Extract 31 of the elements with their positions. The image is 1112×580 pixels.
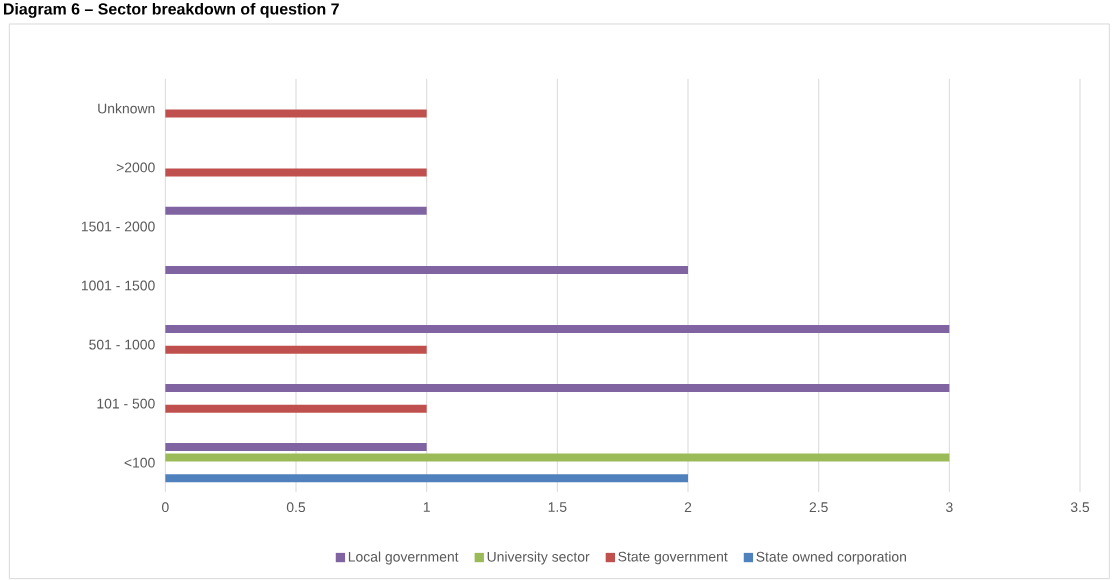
y-tick-label: 101 - 500: [97, 398, 155, 409]
bar: [165, 474, 689, 483]
legend-label: University sector: [487, 551, 590, 565]
bar: [165, 324, 950, 333]
x-tick-label: 3: [945, 502, 953, 513]
legend-label: State owned corporation: [756, 551, 906, 565]
bar: [165, 265, 689, 274]
y-tick-label: 501 - 1000: [89, 339, 155, 350]
x-tick-label: 1.5: [548, 502, 567, 512]
x-tick-label: 0.5: [286, 502, 306, 513]
bar: [165, 404, 427, 413]
y-tick-label: 1501 - 2000: [81, 221, 155, 232]
x-tick-label: 2: [684, 502, 692, 512]
bar: [165, 443, 427, 452]
x-tick-label: 2.5: [809, 502, 828, 513]
y-tick-label: >2000: [116, 162, 155, 173]
x-tick-label: 0: [162, 502, 169, 513]
bar: [165, 168, 427, 177]
chart-title: Diagram 6 – Sector breakdown of question 7: [4, 2, 339, 18]
x-tick-label: 1: [423, 502, 430, 512]
x-tick-label: 3.5: [1070, 502, 1090, 513]
bar: [165, 453, 950, 462]
legend-label: Local government: [348, 551, 459, 565]
legend-label: State government: [618, 551, 728, 565]
y-tick-label: <100: [124, 457, 155, 468]
y-tick-label: Unknown: [98, 103, 155, 114]
bar: [165, 384, 950, 392]
bar: [165, 206, 427, 215]
bar: [165, 345, 427, 354]
y-tick-label: 1001 - 1500: [81, 280, 155, 291]
bar: [165, 109, 427, 118]
